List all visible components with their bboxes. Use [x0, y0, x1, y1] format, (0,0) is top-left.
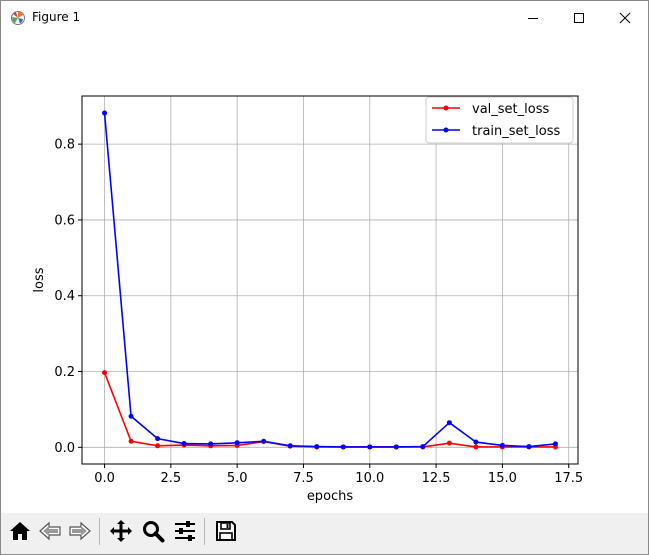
x-tick-label: 0.0 [94, 471, 115, 486]
maximize-button[interactable] [556, 1, 602, 35]
y-tick-label: 0.6 [54, 213, 75, 228]
grid-lines [82, 96, 578, 464]
data-point-train-set-loss [393, 444, 399, 450]
data-point-train-set-loss [128, 413, 134, 419]
data-point-train-set-loss [314, 444, 320, 450]
series-line-train-set-loss [103, 112, 556, 448]
data-point-train-set-loss [261, 438, 267, 444]
toolbar-separator [99, 518, 100, 545]
legend-marker-val [443, 105, 449, 111]
x-axis-label: epochs [307, 489, 354, 504]
axes-background [82, 96, 578, 464]
y-tick-label: 0.2 [54, 365, 75, 380]
x-tick-label: 2.5 [161, 471, 182, 486]
configure-subplots-button[interactable] [171, 517, 198, 544]
data-point-val-set-loss [128, 438, 134, 444]
title-bar: Figure 1 [1, 1, 648, 35]
x-tick-label: 7.5 [293, 471, 314, 486]
forward-button[interactable] [66, 517, 93, 544]
data-point-val-set-loss [155, 443, 161, 449]
back-arrow-icon [38, 521, 61, 540]
back-button[interactable] [36, 517, 63, 544]
data-point-train-set-loss [367, 444, 373, 450]
data-point-train-set-loss [526, 444, 532, 450]
data-point-train-set-loss [234, 440, 240, 446]
series-markers [102, 110, 558, 450]
x-ticks: 0.0 2.5 5.0 7.5 10.0 12.5 15.0 17.5 [94, 464, 583, 486]
legend-label-val: val_set_loss [472, 102, 549, 117]
toolbar-separator [204, 518, 205, 545]
minimize-button[interactable] [510, 1, 556, 35]
y-ticks: 0.0 0.2 0.4 0.6 0.8 [54, 138, 82, 456]
maximize-icon [574, 13, 584, 23]
y-axis-label: loss [32, 267, 47, 292]
save-button[interactable] [212, 517, 239, 544]
close-button[interactable] [602, 1, 648, 35]
forward-arrow-icon [68, 521, 91, 540]
data-point-train-set-loss [208, 441, 214, 447]
x-tick-label: 17.5 [554, 471, 583, 486]
y-tick-label: 0.8 [54, 138, 75, 153]
data-point-train-set-loss [499, 442, 505, 448]
x-tick-label: 10.0 [355, 471, 384, 486]
axes-frame [81, 95, 579, 465]
data-point-val-set-loss [473, 444, 479, 450]
legend-label-train: train_set_loss [472, 124, 560, 139]
home-button[interactable] [6, 517, 33, 544]
x-tick-label: 5.0 [227, 471, 248, 486]
navigation-toolbar [1, 513, 648, 554]
save-icon [215, 520, 236, 541]
data-point-train-set-loss [102, 110, 108, 116]
zoom-icon [142, 520, 164, 542]
y-tick-label: 0.0 [54, 441, 75, 456]
legend-box [425, 96, 574, 144]
data-point-train-set-loss [287, 443, 293, 449]
data-point-train-set-loss [340, 444, 346, 450]
loss-chart: 0.0 2.5 5.0 7.5 10.0 12.5 15.0 17.5 0.00.20.40.… [32, 95, 583, 504]
home-icon [9, 521, 30, 540]
pan-icon [109, 519, 132, 542]
window-title: Figure 1 [32, 10, 81, 24]
series-lines [103, 112, 556, 448]
data-point-train-set-loss [552, 441, 558, 447]
x-tick-label: 15.0 [488, 471, 517, 486]
matplotlib-icon [11, 11, 25, 25]
legend: val_set_loss train_set_loss [425, 96, 574, 144]
data-point-val-set-loss [102, 370, 108, 376]
x-tick-label: 12.5 [422, 471, 451, 486]
configure-subplots-icon [174, 520, 195, 541]
minimize-icon [528, 18, 538, 19]
zoom-button[interactable] [139, 517, 166, 544]
data-point-train-set-loss [181, 441, 187, 447]
close-icon [619, 12, 631, 24]
pan-button[interactable] [107, 517, 134, 544]
data-point-train-set-loss [155, 436, 161, 442]
data-point-train-set-loss [446, 420, 452, 426]
data-point-val-set-loss [446, 440, 452, 446]
data-point-train-set-loss [473, 439, 479, 445]
data-point-train-set-loss [420, 444, 426, 450]
legend-marker-train [443, 127, 449, 133]
y-tick-label: 0.4 [54, 289, 75, 304]
figure-canvas[interactable]: 0.0 2.5 5.0 7.5 10.0 12.5 15.0 17.5 0.0 0.2 0.4 0.… [1, 35, 648, 511]
